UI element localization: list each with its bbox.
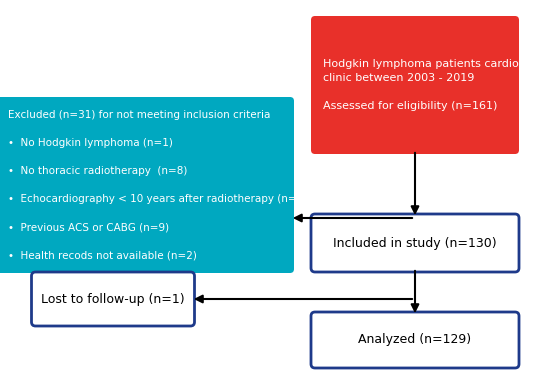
Text: Analyzed (n=129): Analyzed (n=129) [359,334,471,347]
FancyBboxPatch shape [0,97,294,273]
Text: Lost to follow-up (n=1): Lost to follow-up (n=1) [41,293,185,305]
FancyBboxPatch shape [311,16,519,154]
FancyBboxPatch shape [311,312,519,368]
Text: Excluded (n=31) for not meeting inclusion criteria

•  No Hodgkin lymphoma (n=1): Excluded (n=31) for not meeting inclusio… [8,110,314,260]
FancyBboxPatch shape [31,272,195,326]
FancyBboxPatch shape [311,214,519,272]
Text: Hodgkin lymphoma patients cardio-oncology
clinic between 2003 - 2019

Assessed f: Hodgkin lymphoma patients cardio-oncolog… [323,59,550,111]
Text: Included in study (n=130): Included in study (n=130) [333,237,497,250]
